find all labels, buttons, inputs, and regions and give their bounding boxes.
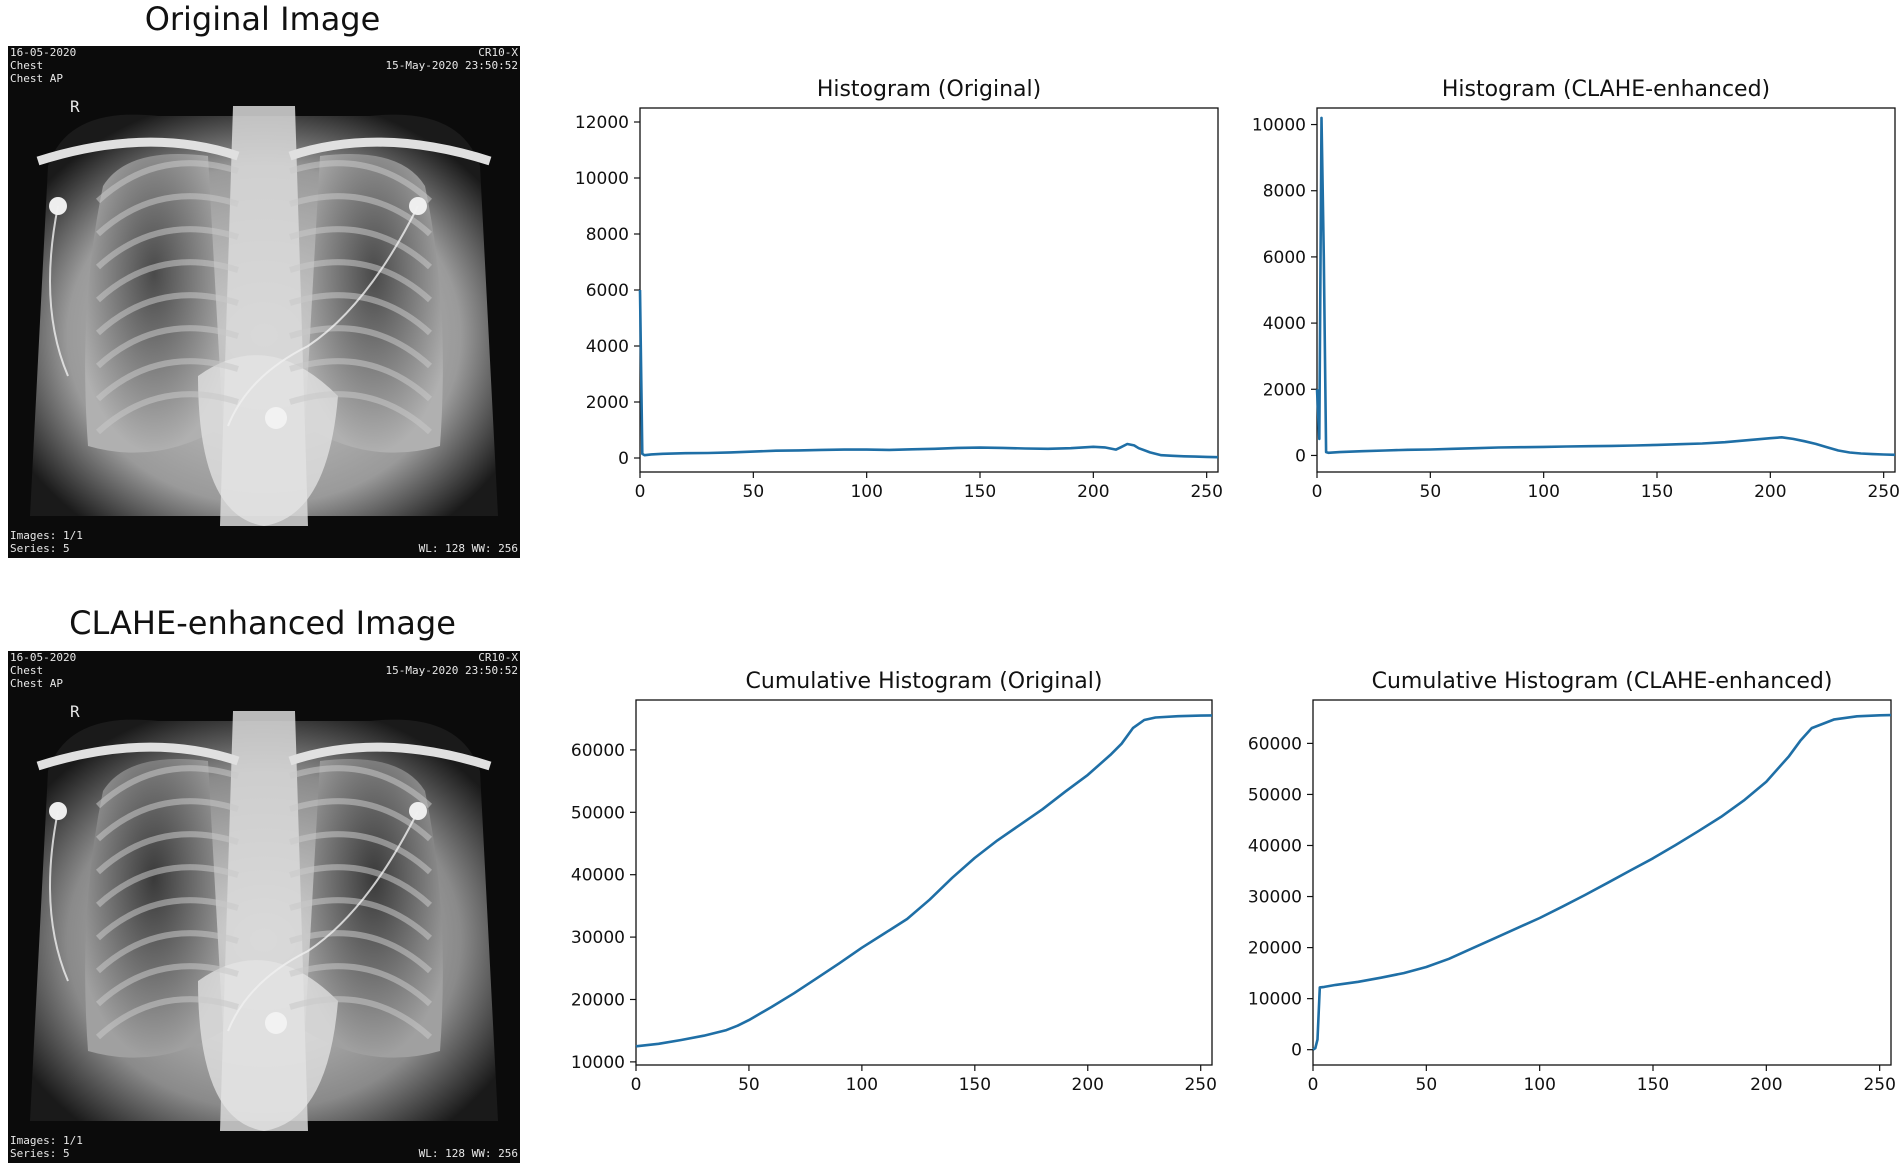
- x-tick-label: 200: [1750, 1075, 1782, 1095]
- y-tick-label: 60000: [571, 741, 625, 761]
- y-tick-label: 2000: [586, 393, 629, 413]
- overlay-view: Chest AP: [10, 72, 63, 85]
- x-tick-label: 250: [1190, 482, 1222, 502]
- x-tick-label: 250: [1867, 482, 1899, 502]
- x-tick-label: 0: [635, 482, 646, 502]
- y-tick-label: 10000: [1252, 116, 1306, 136]
- overlay-study: Chest: [10, 59, 44, 72]
- x-tick-label: 150: [964, 482, 996, 502]
- x-tick-label: 0: [631, 1075, 642, 1095]
- x-tick-label: 50: [743, 482, 765, 502]
- x-tick-label: 100: [1523, 1075, 1555, 1095]
- x-tick-label: 0: [1308, 1075, 1319, 1095]
- y-tick-label: 30000: [1248, 888, 1302, 908]
- y-tick-label: 60000: [1248, 734, 1302, 754]
- overlay-marker: R: [70, 97, 80, 116]
- overlay-device: CR10-X: [478, 46, 518, 59]
- overlay-device: CR10-X: [478, 651, 518, 664]
- y-tick-label: 40000: [1248, 836, 1302, 856]
- y-tick-label: 10000: [571, 1053, 625, 1073]
- plot-frame: [1316, 107, 1896, 473]
- x-tick-label: 100: [850, 482, 882, 502]
- y-tick-label: 8000: [1263, 182, 1306, 202]
- x-tick-label: 150: [1641, 482, 1673, 502]
- x-tick-label: 200: [1754, 482, 1786, 502]
- y-tick-label: 6000: [1263, 248, 1306, 268]
- x-tick-label: 50: [1416, 1075, 1438, 1095]
- y-tick-label: 0: [1291, 1041, 1302, 1061]
- overlay-study: Chest: [10, 664, 44, 677]
- x-tick-label: 100: [1527, 482, 1559, 502]
- chart-title: Histogram (CLAHE-enhanced): [1442, 77, 1770, 102]
- y-tick-label: 4000: [1263, 314, 1306, 334]
- y-tick-label: 50000: [1248, 785, 1302, 805]
- overlay-marker: R: [70, 702, 80, 721]
- original-image-title: Original Image: [144, 0, 381, 38]
- clahe-image-title: CLAHE-enhanced Image: [69, 604, 456, 642]
- y-tick-label: 30000: [571, 928, 625, 948]
- y-tick-label: 0: [618, 449, 629, 469]
- series-line: [635, 714, 1213, 1048]
- overlay-view: Chest AP: [10, 677, 63, 690]
- plot-frame: [1312, 699, 1892, 1066]
- y-tick-label: 12000: [575, 113, 629, 133]
- series-line: [638, 289, 1219, 459]
- overlay-series: Series: 5: [10, 542, 70, 555]
- overlay-datetime: 15-May-2020 23:50:52: [385, 664, 518, 677]
- chart-title: Cumulative Histogram (Original): [746, 669, 1103, 694]
- y-tick-label: 2000: [1263, 380, 1306, 400]
- y-tick-label: 8000: [586, 225, 629, 245]
- y-tick-label: 0: [1295, 446, 1306, 466]
- x-tick-label: 200: [1072, 1075, 1104, 1095]
- y-tick-label: 40000: [571, 866, 625, 886]
- x-tick-label: 200: [1077, 482, 1109, 502]
- x-tick-label: 0: [1312, 482, 1323, 502]
- y-tick-label: 20000: [1248, 939, 1302, 959]
- series-line: [1312, 713, 1892, 1051]
- y-tick-label: 20000: [571, 990, 625, 1010]
- y-tick-label: 6000: [586, 281, 629, 301]
- x-tick-label: 250: [1863, 1075, 1895, 1095]
- overlay-datetime: 15-May-2020 23:50:52: [385, 59, 518, 72]
- series-line: [1315, 116, 1896, 457]
- y-tick-label: 50000: [571, 803, 625, 823]
- x-tick-label: 100: [846, 1075, 878, 1095]
- chest-xray-graphic: [8, 651, 520, 1163]
- x-tick-label: 150: [1637, 1075, 1669, 1095]
- overlay-images-count: Images: 1/1: [10, 529, 83, 542]
- overlay-window: WL: 128 WW: 256: [418, 1147, 518, 1160]
- x-tick-label: 150: [959, 1075, 991, 1095]
- overlay-date: 16-05-2020: [10, 651, 77, 664]
- y-tick-label: 10000: [1248, 990, 1302, 1010]
- x-tick-label: 50: [738, 1075, 760, 1095]
- chart-title: Histogram (Original): [817, 77, 1041, 102]
- chart-title: Cumulative Histogram (CLAHE-enhanced): [1372, 669, 1833, 694]
- overlay-series: Series: 5: [10, 1147, 70, 1160]
- chest-xray-graphic: [8, 46, 520, 558]
- original-xray-image: 16-05-2020 Chest Chest AP CR10-X 15-May-…: [8, 46, 520, 558]
- clahe-xray-image: 16-05-2020 Chest Chest AP CR10-X 15-May-…: [8, 651, 520, 1163]
- x-tick-label: 250: [1184, 1075, 1216, 1095]
- plot-frame: [635, 699, 1213, 1066]
- x-tick-label: 50: [1420, 482, 1442, 502]
- overlay-date: 16-05-2020: [10, 46, 77, 59]
- y-tick-label: 4000: [586, 337, 629, 357]
- overlay-window: WL: 128 WW: 256: [418, 542, 518, 555]
- overlay-images-count: Images: 1/1: [10, 1134, 83, 1147]
- y-tick-label: 10000: [575, 169, 629, 189]
